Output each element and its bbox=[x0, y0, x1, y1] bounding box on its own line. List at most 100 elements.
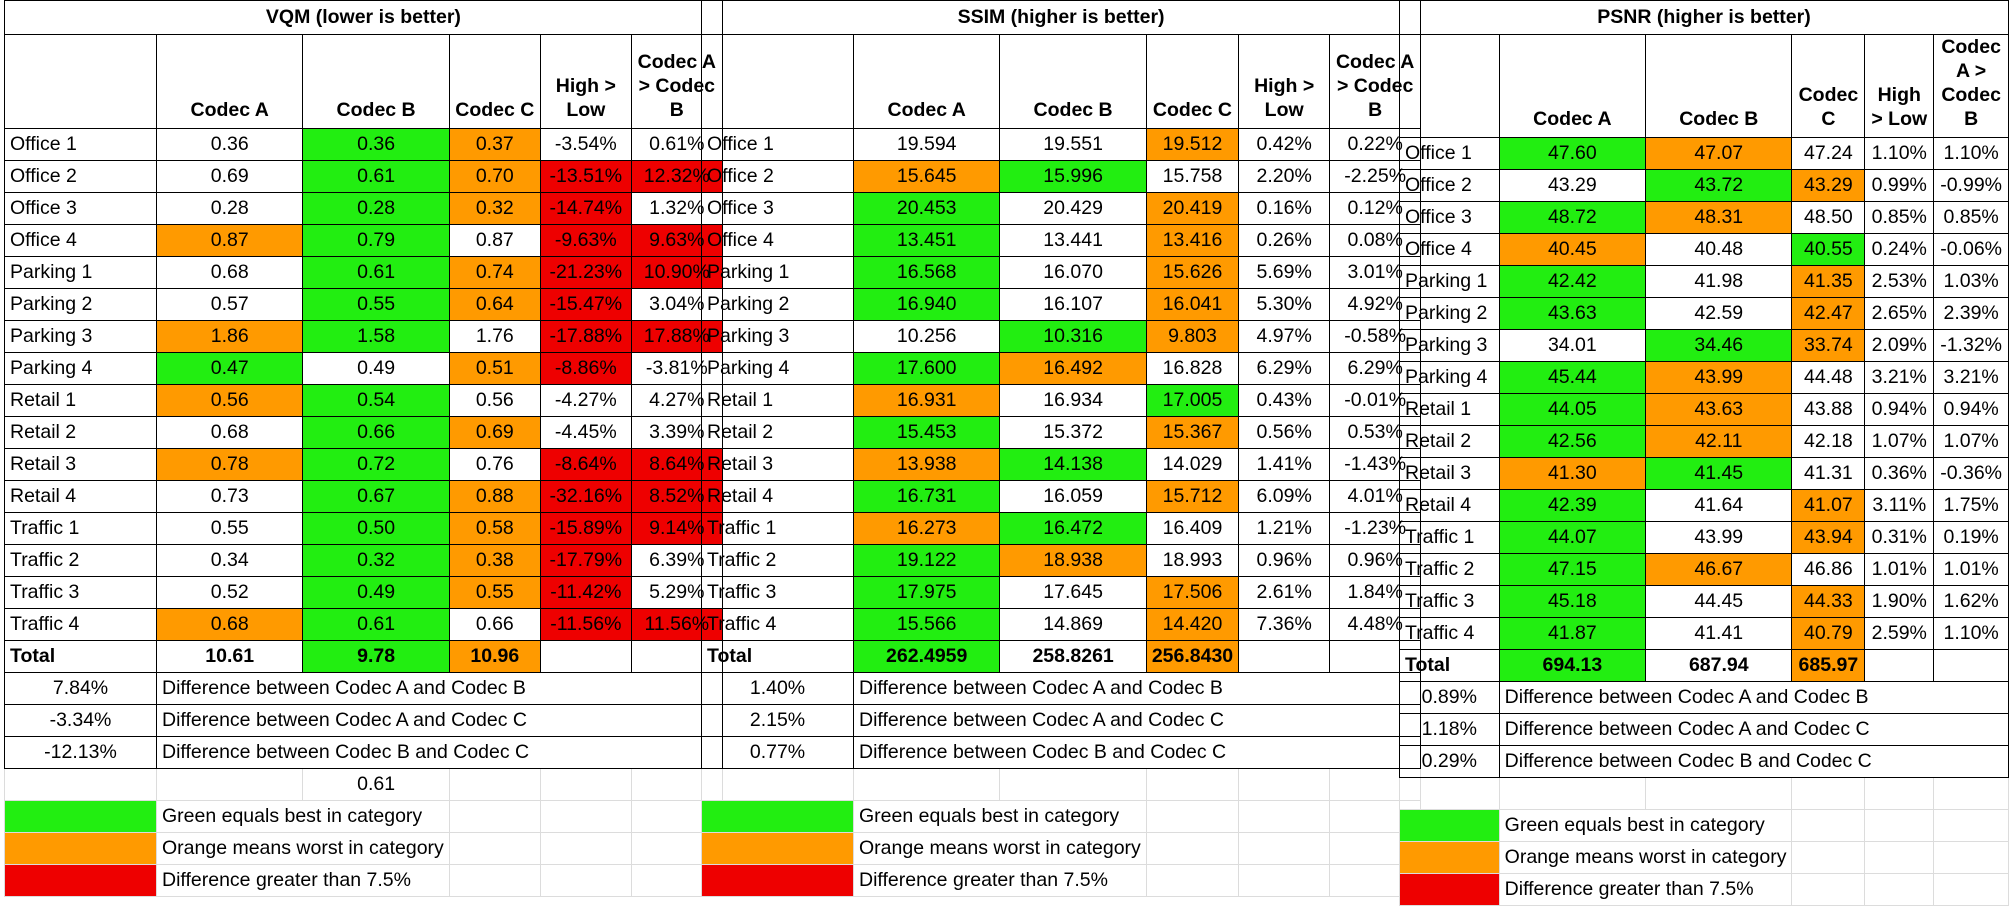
a-over-b-cell[interactable]: -0.06% bbox=[1933, 233, 2009, 266]
total-codec-b-cell[interactable]: 258.8261 bbox=[999, 640, 1147, 673]
codec-b-cell[interactable]: 41.41 bbox=[1645, 617, 1793, 650]
row-label-cell[interactable]: Retail 2 bbox=[701, 416, 854, 449]
high-low-cell[interactable]: -14.74% bbox=[539, 192, 632, 225]
total-label-cell[interactable]: Total bbox=[4, 640, 157, 673]
codec-c-cell[interactable]: 44.48 bbox=[1791, 361, 1866, 394]
high-low-cell[interactable]: 5.69% bbox=[1238, 256, 1331, 289]
codec-b-cell[interactable]: 0.61 bbox=[302, 608, 450, 641]
codec-a-cell[interactable]: 47.15 bbox=[1498, 553, 1647, 586]
empty-cell[interactable] bbox=[1864, 649, 1935, 682]
row-label-cell[interactable]: Traffic 3 bbox=[4, 576, 157, 609]
codec-b-cell[interactable]: 34.46 bbox=[1645, 329, 1793, 362]
empty-cell[interactable] bbox=[448, 800, 541, 833]
codec-a-cell[interactable]: 48.72 bbox=[1498, 201, 1647, 234]
high-low-cell[interactable]: -8.64% bbox=[539, 448, 632, 481]
high-low-cell[interactable]: 0.16% bbox=[1238, 192, 1331, 225]
codec-b-cell[interactable]: 18.938 bbox=[999, 544, 1147, 577]
codec-c-cell[interactable]: 17.005 bbox=[1145, 384, 1240, 417]
codec-b-cell[interactable]: 13.441 bbox=[999, 224, 1147, 257]
empty-cell[interactable] bbox=[1238, 832, 1331, 865]
column-header[interactable] bbox=[1399, 34, 1500, 138]
codec-c-cell[interactable]: 43.88 bbox=[1791, 393, 1866, 426]
empty-cell[interactable] bbox=[1145, 800, 1240, 833]
empty-cell[interactable] bbox=[155, 768, 304, 801]
codec-b-cell[interactable]: 0.28 bbox=[302, 192, 450, 225]
row-label-cell[interactable]: Office 2 bbox=[1399, 169, 1500, 202]
codec-b-cell[interactable]: 41.98 bbox=[1645, 265, 1793, 298]
empty-cell[interactable] bbox=[1864, 873, 1935, 906]
high-low-cell[interactable]: 1.21% bbox=[1238, 512, 1331, 545]
codec-c-cell[interactable]: 43.29 bbox=[1791, 169, 1866, 202]
codec-a-cell[interactable]: 16.731 bbox=[852, 480, 1001, 513]
high-low-cell[interactable]: -8.86% bbox=[539, 352, 632, 385]
codec-a-cell[interactable]: 1.86 bbox=[155, 320, 304, 353]
codec-b-cell[interactable]: 19.551 bbox=[999, 128, 1147, 161]
high-low-cell[interactable]: -17.88% bbox=[539, 320, 632, 353]
row-label-cell[interactable]: Office 1 bbox=[4, 128, 157, 161]
row-label-cell[interactable]: Office 4 bbox=[701, 224, 854, 257]
empty-cell[interactable] bbox=[1498, 777, 1647, 810]
high-low-cell[interactable]: 6.29% bbox=[1238, 352, 1331, 385]
empty-cell[interactable] bbox=[448, 864, 541, 897]
codec-a-cell[interactable]: 0.28 bbox=[155, 192, 304, 225]
a-over-b-cell[interactable]: 1.62% bbox=[1933, 585, 2009, 618]
codec-b-cell[interactable]: 14.138 bbox=[999, 448, 1147, 481]
codec-a-cell[interactable]: 0.73 bbox=[155, 480, 304, 513]
codec-a-cell[interactable]: 41.87 bbox=[1498, 617, 1647, 650]
codec-c-cell[interactable]: 13.416 bbox=[1145, 224, 1240, 257]
difference-text-cell[interactable]: Difference between Codec B and Codec C bbox=[156, 736, 723, 769]
codec-b-cell[interactable]: 43.72 bbox=[1645, 169, 1793, 202]
high-low-cell[interactable]: 2.20% bbox=[1238, 160, 1331, 193]
difference-text-cell[interactable]: Difference between Codec A and Codec C bbox=[156, 704, 723, 737]
codec-c-cell[interactable]: 0.76 bbox=[448, 448, 541, 481]
a-over-b-cell[interactable]: 1.75% bbox=[1933, 489, 2009, 522]
row-label-cell[interactable]: Parking 1 bbox=[1399, 265, 1500, 298]
a-over-b-cell[interactable]: -0.36% bbox=[1933, 457, 2009, 490]
difference-text-cell[interactable]: Difference between Codec A and Codec B bbox=[156, 672, 723, 705]
row-label-cell[interactable]: Parking 4 bbox=[701, 352, 854, 385]
a-over-b-cell[interactable]: 1.03% bbox=[1933, 265, 2009, 298]
high-low-cell[interactable]: 1.90% bbox=[1864, 585, 1935, 618]
codec-b-cell[interactable]: 43.99 bbox=[1645, 361, 1793, 394]
row-label-cell[interactable]: Office 3 bbox=[4, 192, 157, 225]
codec-b-cell[interactable]: 20.429 bbox=[999, 192, 1147, 225]
codec-a-cell[interactable]: 44.07 bbox=[1498, 521, 1647, 554]
codec-a-cell[interactable]: 13.451 bbox=[852, 224, 1001, 257]
codec-c-cell[interactable]: 0.56 bbox=[448, 384, 541, 417]
total-label-cell[interactable]: Total bbox=[1399, 649, 1500, 682]
codec-c-cell[interactable]: 14.420 bbox=[1145, 608, 1240, 641]
column-header[interactable]: Codec A > Codec B bbox=[1933, 34, 2009, 138]
row-label-cell[interactable]: Office 2 bbox=[4, 160, 157, 193]
codec-c-cell[interactable]: 0.55 bbox=[448, 576, 541, 609]
codec-a-cell[interactable]: 45.44 bbox=[1498, 361, 1647, 394]
row-label-cell[interactable]: Traffic 2 bbox=[4, 544, 157, 577]
empty-cell[interactable] bbox=[1791, 777, 1866, 810]
codec-c-cell[interactable]: 42.18 bbox=[1791, 425, 1866, 458]
row-label-cell[interactable]: Traffic 2 bbox=[1399, 553, 1500, 586]
high-low-cell[interactable]: 4.97% bbox=[1238, 320, 1331, 353]
empty-cell[interactable] bbox=[539, 640, 632, 673]
codec-c-cell[interactable]: 17.506 bbox=[1145, 576, 1240, 609]
codec-a-cell[interactable]: 17.600 bbox=[852, 352, 1001, 385]
codec-a-cell[interactable]: 17.975 bbox=[852, 576, 1001, 609]
high-low-cell[interactable]: 0.56% bbox=[1238, 416, 1331, 449]
a-over-b-cell[interactable]: 0.19% bbox=[1933, 521, 2009, 554]
column-header[interactable]: Codec C bbox=[1791, 34, 1866, 138]
codec-c-cell[interactable]: 0.37 bbox=[448, 128, 541, 161]
row-label-cell[interactable]: Parking 1 bbox=[4, 256, 157, 289]
high-low-cell[interactable]: 0.26% bbox=[1238, 224, 1331, 257]
empty-cell[interactable] bbox=[1933, 809, 2009, 842]
codec-a-cell[interactable]: 41.30 bbox=[1498, 457, 1647, 490]
codec-a-cell[interactable]: 0.68 bbox=[155, 416, 304, 449]
empty-cell[interactable] bbox=[701, 768, 854, 801]
row-label-cell[interactable]: Parking 2 bbox=[701, 288, 854, 321]
row-label-cell[interactable]: Traffic 4 bbox=[1399, 617, 1500, 650]
codec-b-cell[interactable]: 48.31 bbox=[1645, 201, 1793, 234]
codec-a-cell[interactable]: 42.42 bbox=[1498, 265, 1647, 298]
codec-c-cell[interactable]: 15.626 bbox=[1145, 256, 1240, 289]
column-header[interactable] bbox=[4, 34, 157, 129]
row-label-cell[interactable]: Office 3 bbox=[701, 192, 854, 225]
empty-cell[interactable] bbox=[539, 800, 632, 833]
codec-c-cell[interactable]: 18.993 bbox=[1145, 544, 1240, 577]
high-low-cell[interactable]: -11.42% bbox=[539, 576, 632, 609]
